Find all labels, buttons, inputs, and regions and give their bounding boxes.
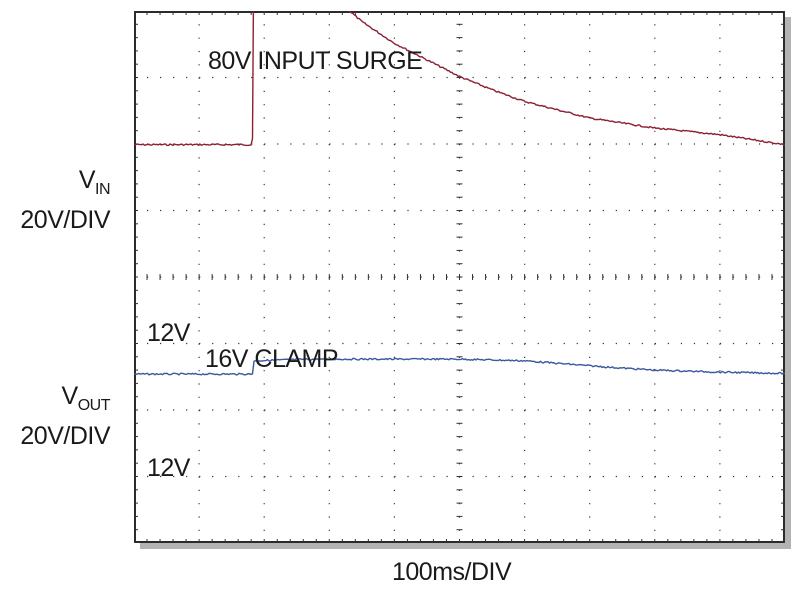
vout-subscript: OUT <box>77 397 111 414</box>
traces <box>134 11 785 376</box>
vin-symbol: V <box>78 166 96 194</box>
vin-axis-label: VIN 20V/DIV <box>0 165 110 235</box>
oscilloscope-plot <box>134 11 785 543</box>
vin-baseline-label: 12V <box>147 319 190 347</box>
vout-baseline-label: 12V <box>147 454 190 482</box>
surge-annotation: 80V INPUT SURGE <box>208 47 423 75</box>
vout-symbol: V <box>61 382 79 410</box>
vout-scale: 20V/DIV <box>20 422 110 450</box>
vout-trace <box>134 357 785 376</box>
vin-trace <box>134 11 785 147</box>
clamp-annotation: 16V CLAMP <box>205 345 339 373</box>
x-axis-label: 100ms/DIV <box>392 558 512 586</box>
vin-subscript: IN <box>95 181 111 198</box>
vin-scale: 20V/DIV <box>20 206 110 234</box>
graticule <box>134 11 785 543</box>
vout-axis-label: VOUT 20V/DIV <box>0 381 110 451</box>
